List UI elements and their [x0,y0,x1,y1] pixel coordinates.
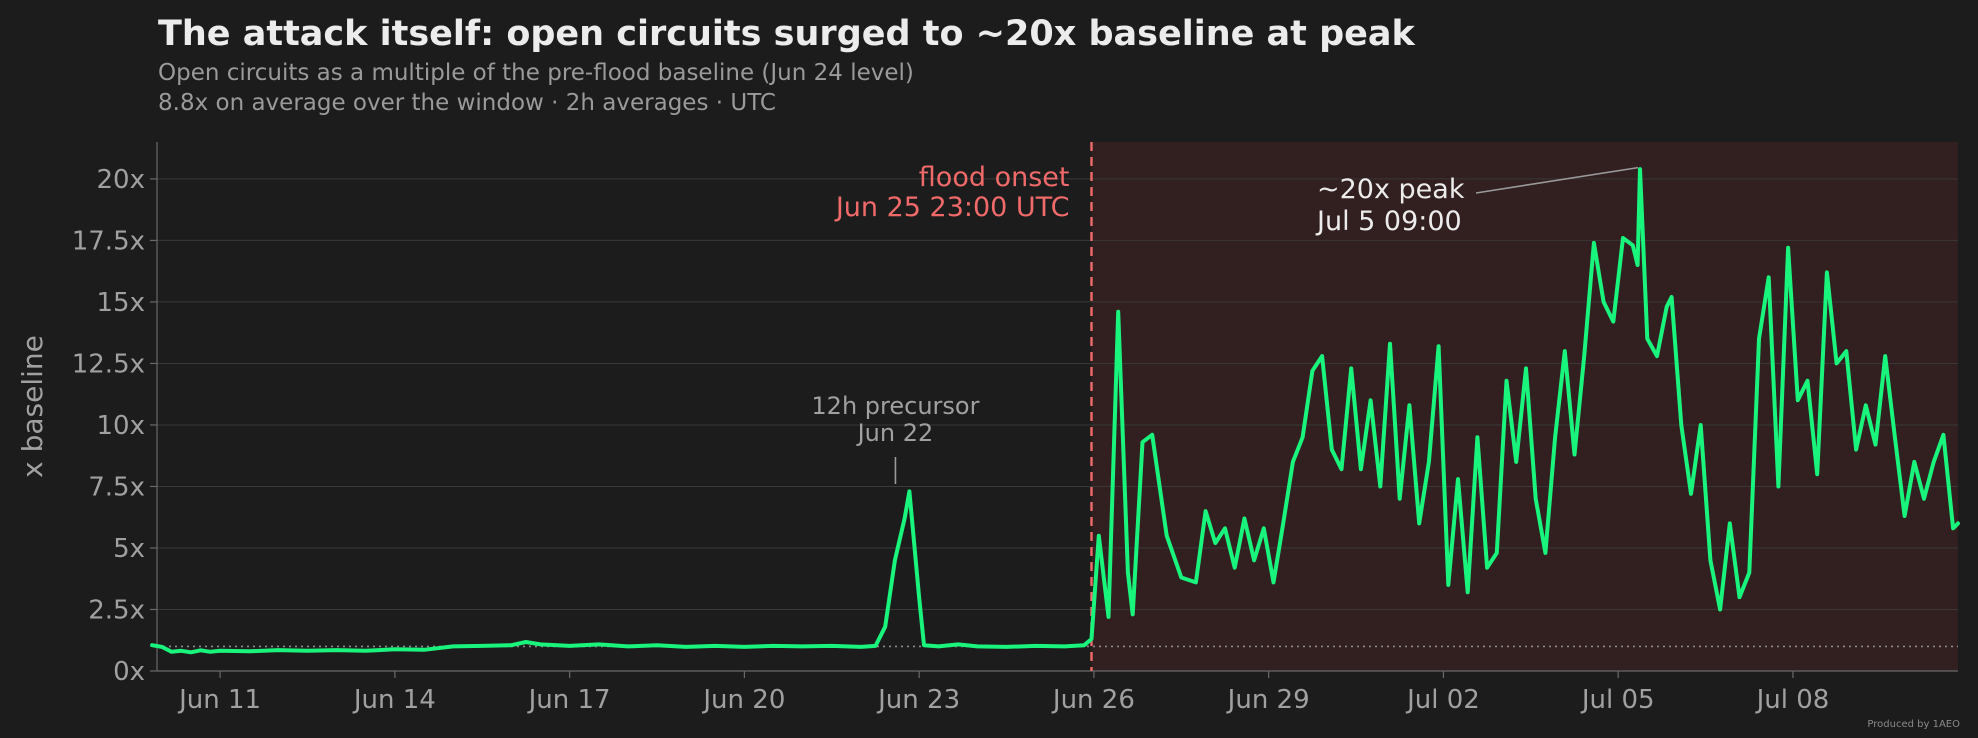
x-tick-label: Jun 14 [352,685,436,715]
precursor-annotation-date: Jun 22 [856,419,934,447]
x-tick-label: Jul 05 [1580,685,1655,715]
flood-onset-date-label: Jun 25 23:00 UTC [834,192,1070,223]
y-tick-label: 20x [97,165,145,195]
y-tick-label: 0x [113,657,145,687]
chart-subtitle: Open circuits as a multiple of the pre-f… [158,60,914,86]
y-tick-label: 15x [97,288,145,318]
x-tick-label: Jun 23 [876,685,960,715]
x-tick-label: Jun 17 [527,685,611,715]
flood-period-shading [1091,142,1958,671]
x-tick-label: Jun 11 [177,685,261,715]
flood-onset-label: flood onset [919,162,1070,193]
peak-annotation-pointer [1475,166,1639,194]
y-tick-label: 17.5x [72,226,145,256]
chart-subtitle-secondary: 8.8x on average over the window · 2h ave… [158,90,776,116]
x-tick-label: Jul 02 [1405,685,1480,715]
x-tick-label: Jun 20 [701,685,785,715]
credit-text: Produced by 1AEO [1867,719,1960,730]
y-tick-label: 12.5x [72,349,145,379]
peak-annotation-date: Jul 5 09:00 [1315,206,1462,237]
y-tick-label: 2.5x [88,595,145,625]
x-tick-label: Jun 29 [1226,685,1310,715]
chart-title: The attack itself: open circuits surged … [158,14,1415,54]
y-axis-label: x baseline [16,335,49,478]
x-tick-label: Jul 08 [1755,685,1830,715]
peak-annotation-label: ~20x peak [1317,174,1465,205]
y-tick-label: 7.5x [88,472,145,502]
y-tick-label: 10x [97,411,145,441]
open-circuits-series-line [150,167,1960,655]
precursor-annotation-label: 12h precursor [811,392,979,420]
y-tick-label: 5x [113,534,145,564]
x-tick-label: Jun 26 [1051,685,1135,715]
